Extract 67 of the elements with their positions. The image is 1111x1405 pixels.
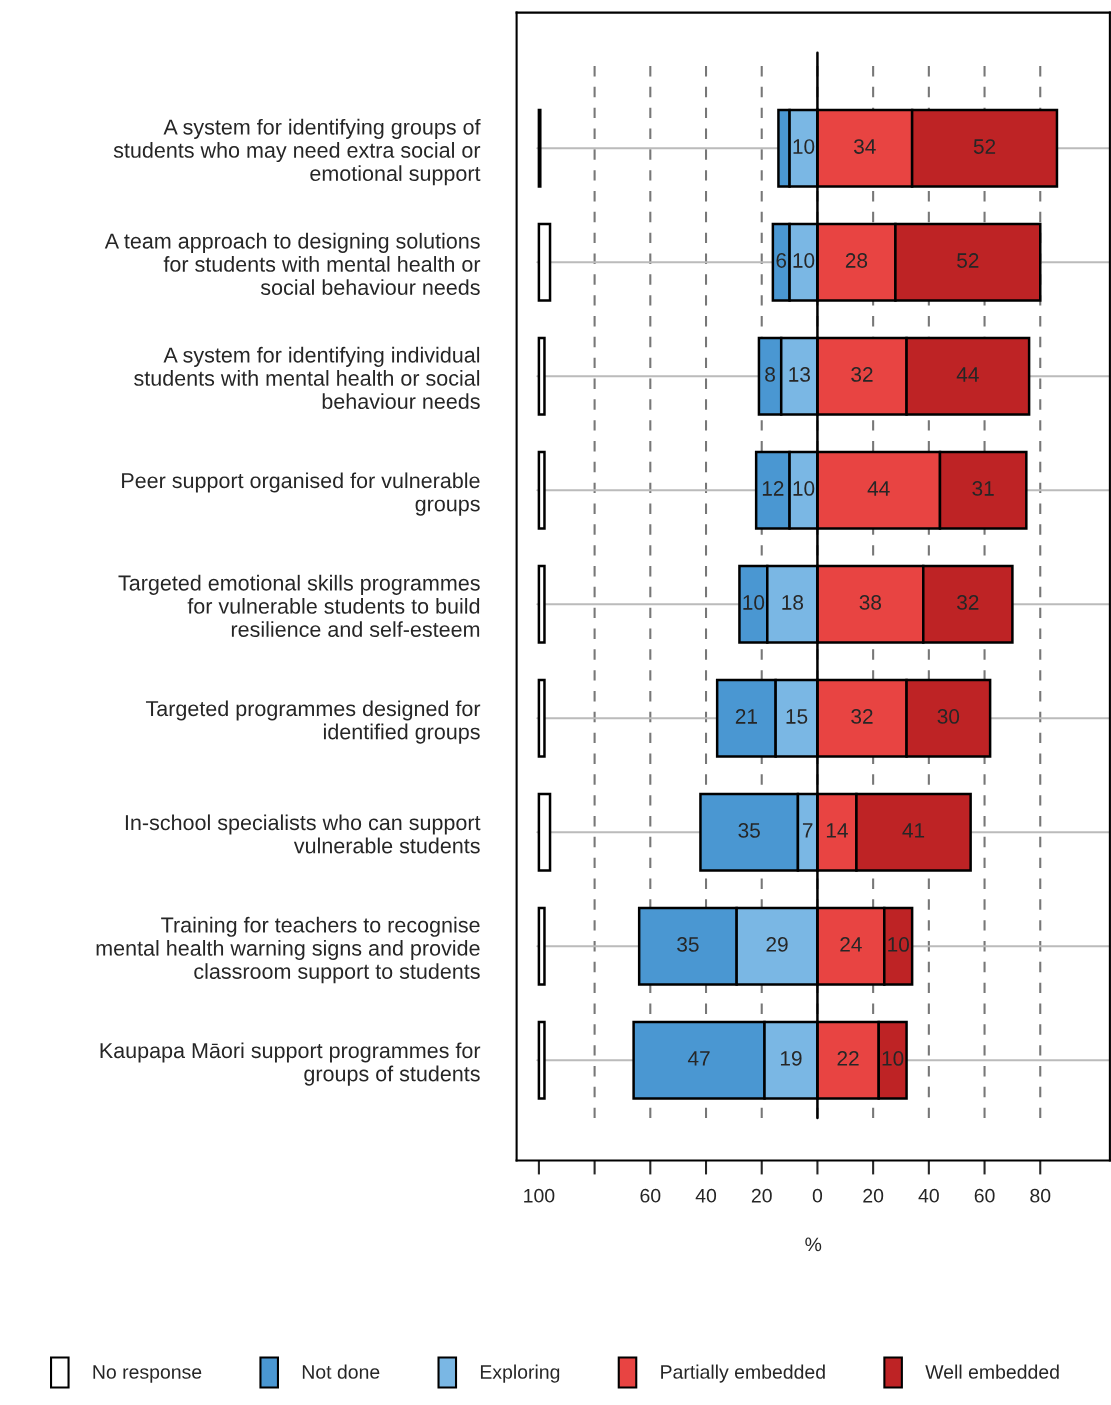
data-label: 10 (882, 1051, 904, 1066)
legend-label: Not done (302, 1364, 380, 1379)
data-label: 10 (793, 481, 815, 496)
data-label: 10 (793, 139, 815, 154)
y-tick-label: Peer support organised for vulnerable groups (122, 472, 480, 516)
bar (537, 678, 546, 758)
data-label: 44 (867, 481, 890, 496)
data-label: 8 (765, 367, 775, 382)
bar (537, 906, 546, 986)
data-label: 47 (687, 1051, 710, 1066)
x-tick-label: 40 (918, 1188, 939, 1203)
y-tick-label: A system for identifying groups of students who may need extra social or emotional support (113, 118, 481, 186)
x-tick-label: 60 (640, 1188, 661, 1203)
data-label: 30 (937, 709, 960, 724)
x-tick-label: 60 (974, 1188, 995, 1203)
x-tick-label: 80 (1030, 1188, 1051, 1203)
x-tick-label: 100 (524, 1188, 555, 1203)
data-label: 10 (793, 253, 815, 268)
data-label: 35 (677, 937, 699, 952)
data-label: 12 (762, 481, 784, 496)
legend-label: Well embedded (925, 1364, 1059, 1379)
legend-label: No response (93, 1365, 202, 1383)
legend-label: Partially embedded (661, 1364, 825, 1383)
bar (537, 336, 546, 416)
data-label: 10 (888, 937, 909, 952)
bar (537, 450, 546, 530)
y-tick-label: A team approach to designing solutions for students with mental health or social behaviour needs (104, 232, 481, 296)
y-tick-label: Targeted emotional skills programmes for vulnerable students to build resilience and self-esteem (118, 574, 480, 638)
data-label: 14 (826, 823, 848, 838)
y-tick-label: A system for identifying individual students with mental health or social behaviour needs (134, 346, 480, 410)
data-label: 29 (766, 937, 788, 952)
data-label: 18 (782, 595, 804, 610)
x-axis-title: % (805, 1237, 822, 1252)
bar (537, 222, 552, 302)
data-label: 52 (957, 253, 979, 268)
x-tick-label: 40 (695, 1188, 717, 1203)
x-tick-label: 0 (812, 1188, 823, 1203)
data-label: 21 (735, 709, 757, 724)
data-label: 19 (780, 1051, 802, 1066)
data-label: 6 (776, 253, 787, 268)
bar (537, 564, 546, 644)
data-label: 32 (957, 595, 979, 610)
data-label: 32 (851, 709, 873, 724)
y-tick-label: Training for teachers to recognise mental health warning signs and provide classroom support to students (96, 916, 480, 984)
data-label: 7 (802, 823, 813, 838)
data-label: 34 (853, 139, 876, 154)
x-tick-label: 20 (863, 1188, 884, 1203)
y-tick-label: In-school specialists who can support vulnerable students (125, 814, 481, 854)
bar (537, 792, 552, 872)
y-tick-label: Targeted programmes designed for identified groups (145, 700, 481, 744)
bar (537, 1020, 546, 1100)
data-label: 28 (845, 253, 868, 268)
data-label: 44 (956, 367, 979, 382)
y-tick-label: Kaupapa Māori support programmes for groups of students (100, 1042, 481, 1086)
data-label: 38 (859, 595, 882, 610)
data-label: 15 (786, 709, 808, 724)
data-label: 13 (789, 367, 810, 382)
data-label: 32 (851, 367, 873, 382)
legend-label: Exploring (480, 1364, 560, 1383)
x-tick-label: 20 (751, 1188, 772, 1203)
data-label: 10 (743, 595, 765, 610)
data-label: 35 (738, 823, 760, 838)
data-label: 24 (840, 937, 862, 952)
data-label: 31 (972, 481, 994, 496)
data-label: 41 (902, 823, 925, 838)
data-label: 22 (837, 1051, 859, 1066)
data-label: 52 (973, 139, 996, 154)
